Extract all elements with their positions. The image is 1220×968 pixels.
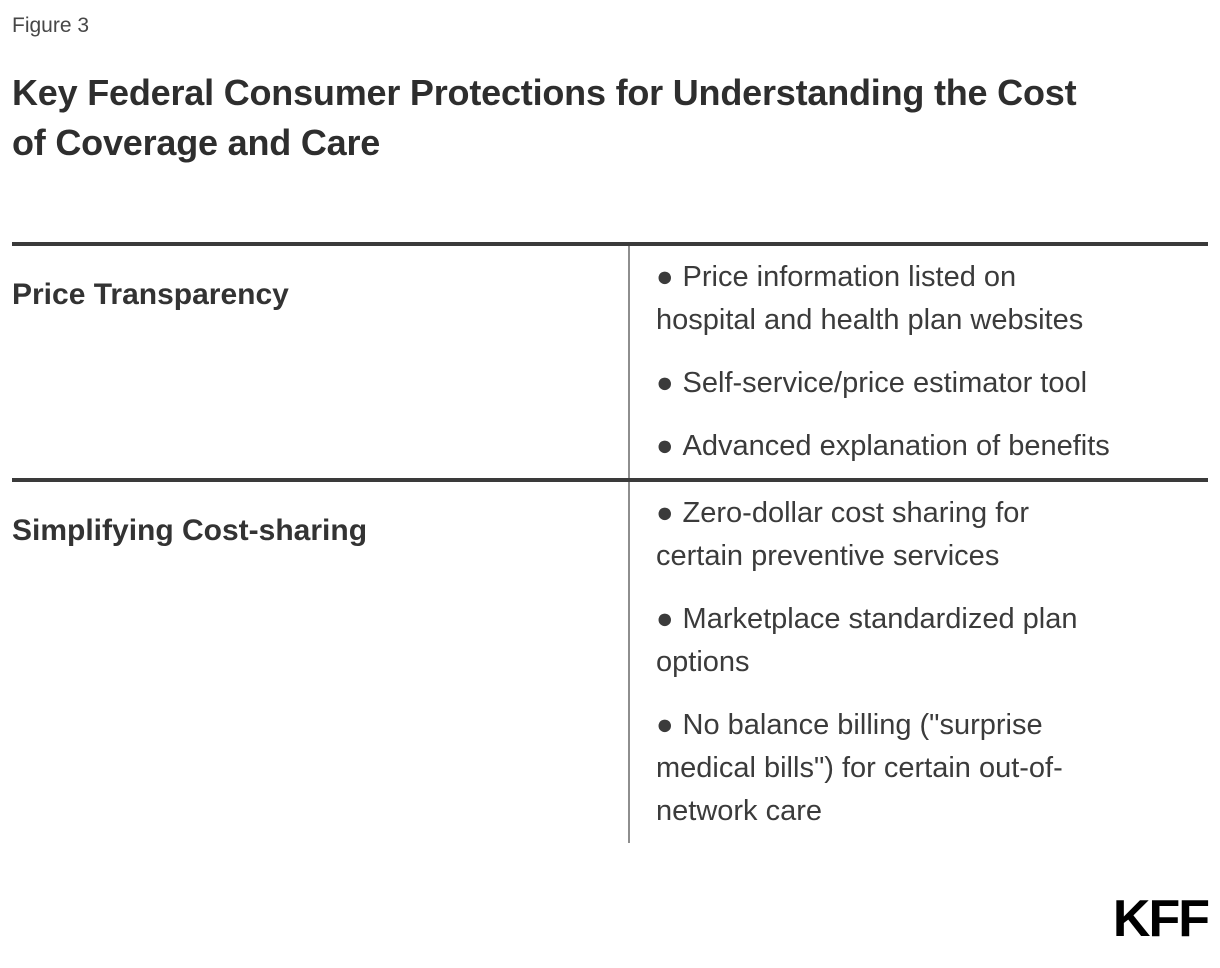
kff-logo: KFF: [1112, 890, 1210, 948]
details-cell: ● Price information listed on hospital an…: [628, 246, 1208, 478]
bullet-text: Self-service/price estimator tool: [682, 367, 1088, 399]
bullet-item: ● Self-service/price estimator tool: [656, 362, 1200, 405]
bullet-icon: ●: [656, 261, 674, 293]
bullet-item: ● Advanced explanation of benefits: [656, 425, 1200, 468]
bullet-text: Zero-dollar cost sharing for certain pre…: [656, 497, 1030, 572]
bullet-icon: ●: [656, 603, 674, 635]
figure-title: Key Federal Consumer Protections for Und…: [12, 72, 1077, 163]
bullet-icon: ●: [656, 430, 674, 462]
table-row-simplifying-cost-sharing: Simplifying Cost-sharing ● Zero-dollar co…: [12, 482, 1208, 843]
table-row-price-transparency: Price Transparency ● Price information li…: [12, 246, 1208, 482]
details-cell: ● Zero-dollar cost sharing for certain pr…: [628, 482, 1208, 843]
category-label: Price Transparency: [12, 278, 289, 311]
bullet-item: ● Zero-dollar cost sharing for certain pr…: [656, 492, 1200, 578]
figure-label: Figure 3: [12, 14, 90, 37]
bullet-icon: ●: [656, 709, 674, 741]
bullet-text: Marketplace standardized plan options: [656, 603, 1078, 678]
protections-table: Price Transparency ● Price information li…: [12, 242, 1208, 843]
category-cell: Price Transparency: [12, 246, 628, 478]
category-label: Simplifying Cost-sharing: [12, 514, 368, 547]
bullet-icon: ●: [656, 367, 674, 399]
bullet-text: Price information listed on hospital and…: [656, 261, 1084, 336]
bullet-item: ● No balance billing ("surprise medical b…: [656, 704, 1200, 833]
bullet-item: ● Price information listed on hospital an…: [656, 256, 1200, 342]
bullet-text: Advanced explanation of benefits: [682, 430, 1110, 462]
bullet-icon: ●: [656, 497, 674, 529]
category-cell: Simplifying Cost-sharing: [12, 482, 628, 843]
bullet-text: No balance billing ("surprise medical bi…: [656, 709, 1063, 827]
bullet-item: ● Marketplace standardized plan options: [656, 598, 1200, 684]
